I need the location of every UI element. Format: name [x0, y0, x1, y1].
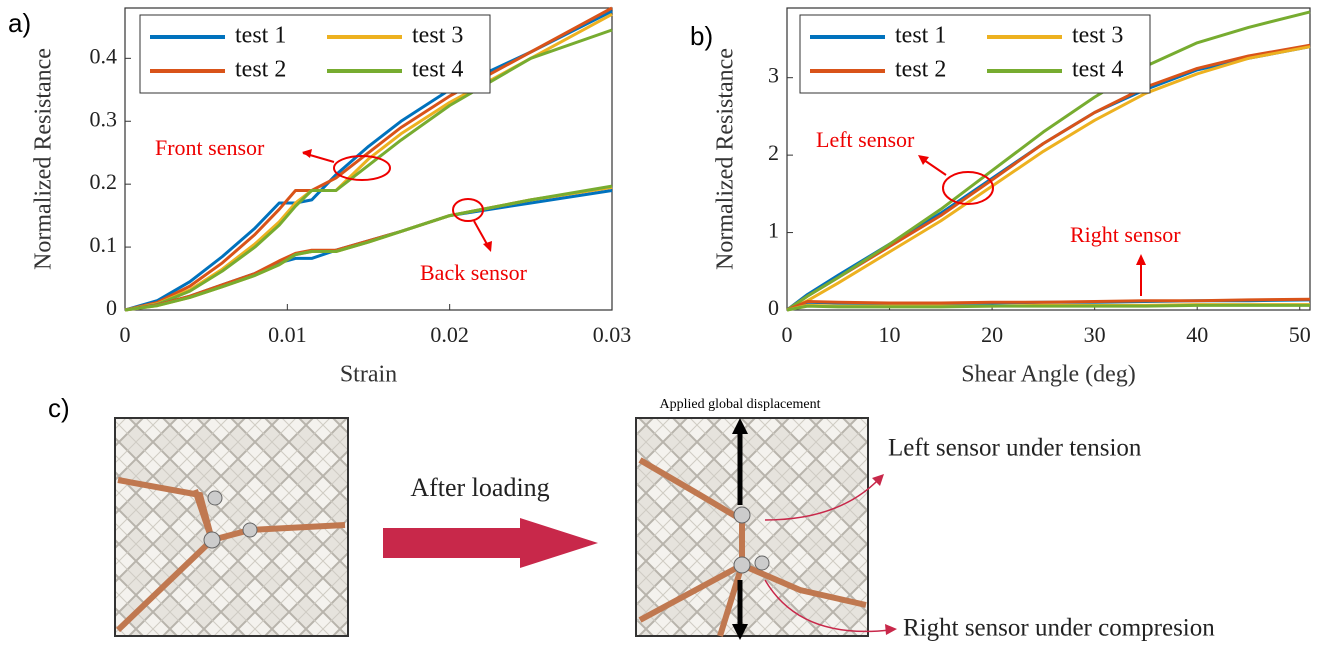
y-tick-label: 3: [768, 63, 779, 88]
legend-box: [799, 14, 1151, 94]
data-line: [124, 184, 613, 312]
x-tick-label: 20: [981, 322, 1003, 347]
data-line: [786, 10, 1311, 312]
x-tick-label: 50: [1289, 322, 1311, 347]
annotation: Back sensor: [420, 260, 528, 285]
x-tick-label: 10: [879, 322, 901, 347]
highlight-ellipse: [452, 198, 484, 222]
x-axis-label: Shear Angle (deg): [961, 362, 1136, 388]
sensor-node: [733, 506, 751, 524]
x-tick-label: 0.03: [593, 322, 632, 347]
annotation: Front sensor: [155, 135, 265, 160]
legend-label: test 2: [895, 57, 946, 83]
data-line: [786, 303, 1310, 312]
callout: [764, 477, 881, 521]
y-tick-label: 0.4: [90, 43, 118, 68]
y-tick-label: 1: [768, 218, 779, 243]
x-tick-label: 0.02: [430, 322, 469, 347]
legend-label: test 3: [1072, 23, 1123, 49]
annotation: Right sensor: [1070, 222, 1181, 247]
sensor-node: [754, 555, 770, 571]
y-axis-label: Normalized Resistance: [31, 48, 57, 270]
highlight-ellipse: [942, 171, 994, 205]
y-axis-label: Normalized Resistance: [713, 48, 739, 270]
y-tick-label: 0: [106, 295, 117, 320]
data-line: [124, 28, 613, 312]
data-line: [786, 297, 1311, 312]
legend-label: test 4: [412, 57, 463, 83]
y-tick-label: 0.1: [90, 232, 118, 257]
panel-label: b): [690, 21, 713, 51]
arrowhead: [302, 149, 312, 158]
data-line: [124, 6, 613, 312]
annotation: Left sensor: [816, 127, 915, 152]
panel-label: a): [8, 8, 31, 38]
arrowhead: [1136, 254, 1146, 265]
photo-panel: c) After loading Applied global displace…: [48, 393, 1215, 642]
callout-text: Left sensor under tension: [888, 435, 1142, 462]
y-tick-label: 2: [768, 140, 779, 165]
annotation-arrow: [923, 159, 947, 176]
data-line: [124, 9, 613, 312]
data-line: [786, 45, 1311, 312]
sensor-node: [733, 556, 751, 574]
arrowhead: [732, 624, 748, 640]
callout: [764, 579, 891, 633]
x-tick-label: 0: [120, 322, 131, 347]
x-tick-label: 0: [782, 322, 793, 347]
legend-label: test 4: [1072, 57, 1123, 83]
arrowhead: [732, 418, 748, 434]
x-tick-label: 30: [1084, 322, 1106, 347]
charts: 0 0.01 0.02 0.03 0 0.1 0.2 0.3 0.4 Strain Normaliz…: [8, 6, 1311, 388]
x-axis-label: Strain: [340, 362, 397, 388]
annotation-arrow: [473, 220, 489, 247]
callout-text: Right sensor under compresion: [903, 615, 1215, 642]
legend-label: test 1: [895, 23, 946, 49]
y-tick-label: 0: [768, 295, 779, 320]
legend-box: [139, 14, 491, 94]
arrowhead: [918, 155, 929, 165]
legend-label: test 1: [235, 23, 286, 49]
displacement-label: Applied global displacement: [660, 397, 821, 412]
highlight-ellipse: [333, 155, 391, 181]
y-tick-label: 0.3: [90, 106, 118, 131]
y-tick-label: 0.2: [90, 169, 118, 194]
legend-label: test 2: [235, 57, 286, 83]
arrowhead: [483, 241, 492, 252]
sensor-node: [207, 490, 223, 506]
panel-label: c): [48, 393, 70, 423]
sensor-node: [203, 531, 221, 549]
x-tick-label: 0.01: [268, 322, 307, 347]
process-arrow: [383, 518, 598, 568]
sensor-node: [242, 522, 258, 538]
arrow-label: After loading: [410, 473, 549, 502]
arrowhead: [885, 624, 897, 635]
legend-label: test 3: [412, 23, 463, 49]
arrowhead: [872, 474, 884, 486]
x-tick-label: 40: [1186, 322, 1208, 347]
